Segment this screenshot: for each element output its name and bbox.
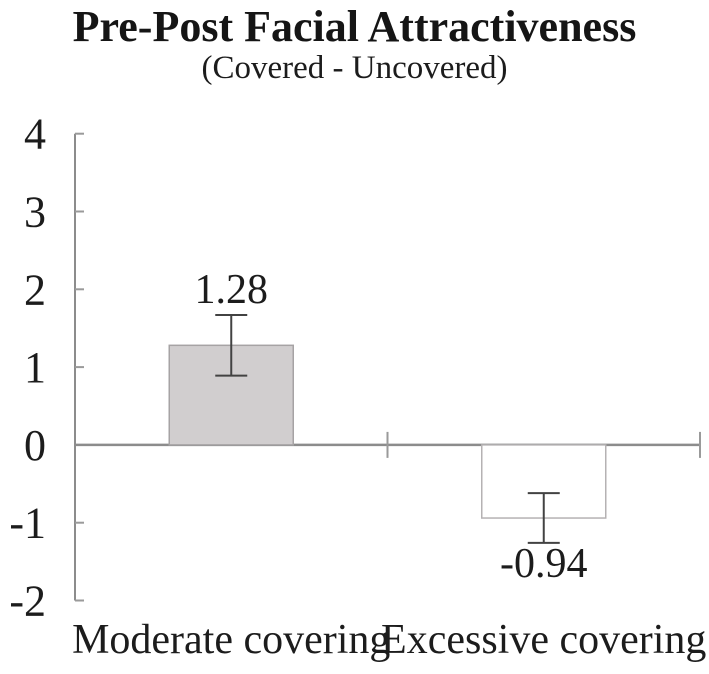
chart-title: Pre-Post Facial Attractiveness — [72, 2, 637, 51]
bar-value-label: -0.94 — [500, 541, 588, 587]
bar — [168, 344, 294, 446]
y-axis-tick-label: 2 — [24, 265, 46, 314]
category-axis-label: Moderate covering — [72, 617, 390, 663]
chart-subtitle: (Covered - Uncovered) — [201, 50, 508, 86]
y-axis-tick-label: -2 — [9, 577, 46, 626]
y-axis-tick-label: -1 — [9, 499, 46, 548]
y-axis-tick-label: 0 — [24, 421, 46, 470]
category-axis-label: Excessive covering — [381, 617, 706, 663]
y-axis-tick-label: 1 — [24, 343, 46, 392]
y-axis-tick-label: 3 — [24, 188, 46, 237]
y-axis-tick-label: 4 — [24, 110, 46, 159]
bar-value-label: 1.28 — [195, 267, 269, 313]
